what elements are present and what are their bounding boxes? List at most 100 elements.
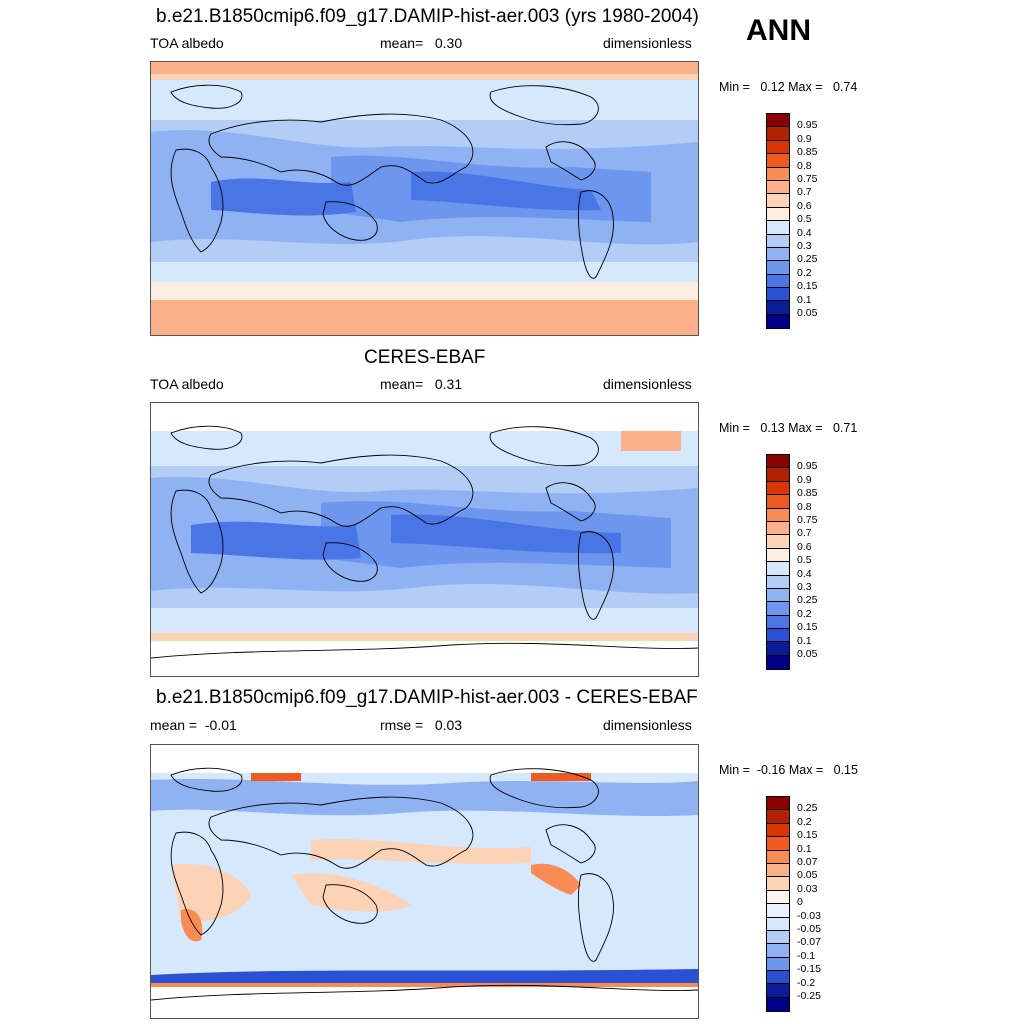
colorbar-tick-label: -0.25 [797,990,821,1002]
colorbar-tick-label: -0.07 [797,936,821,949]
colorbar-swatch [767,917,789,931]
colorbar-tick-label: 0.05 [797,869,818,882]
colorbar-tick-label: 0.1 [797,634,812,647]
colorbar-tick-label: -0.2 [797,976,816,989]
panel-1-map-svg [151,62,698,335]
colorbar-tick-label: 0.1 [797,293,812,306]
colorbar-swatch [767,602,789,616]
colorbar-tick-label: 0.7 [797,186,812,199]
colorbar-tick-label: 0.1 [797,842,812,855]
colorbar-swatch [767,810,789,824]
panel-1-mean: mean= 0.30 [380,35,463,51]
panel-3-map [150,744,699,1019]
colorbar-tick-label: 0.8 [797,500,812,513]
colorbar-tick-label: 0.03 [797,882,818,895]
colorbar-swatch [767,301,789,315]
colorbar-swatch [767,850,789,864]
colorbar-swatch [767,127,789,141]
panel-2-units: dimensionless [603,376,692,392]
panel-2-minmax: Min = 0.13 Max = 0.71 [719,421,858,435]
panel-1-units: dimensionless [603,35,692,51]
colorbar-tick-label: 0.05 [797,648,818,660]
colorbar-tick-label: 0.95 [797,460,818,473]
season-label: ANN [746,14,811,47]
colorbar-tick-label: 0.25 [797,594,818,607]
colorbar-swatch [767,957,789,972]
colorbar-swatch [767,508,789,522]
colorbar-tick-label: 0.9 [797,473,812,486]
colorbar-swatch [767,234,789,248]
panel-3-minmax: Min = -0.16 Max = 0.15 [719,763,858,777]
colorbar-swatch [767,314,789,329]
colorbar-swatch [767,863,789,878]
colorbar-tick-label: -0.15 [797,963,821,976]
colorbar-tick-label: 0.07 [797,856,818,868]
colorbar-tick-label: 0.5 [797,213,812,226]
panel-1-title: b.e21.B1850cmip6.f09_g17.DAMIP-hist-aer.… [156,6,699,27]
colorbar-tick-label: 0.05 [797,307,818,319]
colorbar-swatch [767,521,789,536]
colorbar-swatch [767,154,789,168]
colorbar-tick-label: 0.8 [797,159,812,172]
panel-1-variable: TOA albedo [150,35,224,51]
colorbar-tick-label: 0.3 [797,240,812,252]
colorbar-swatch [767,904,789,918]
colorbar-swatch [767,629,789,643]
colorbar-swatch [767,455,789,469]
panel-3-units: dimensionless [603,717,692,733]
colorbar-swatch [767,837,789,851]
colorbar-swatch [767,548,789,563]
colorbar-tick-label: -0.1 [797,949,816,962]
colorbar-swatch [767,655,789,670]
panel-1-map [150,61,699,336]
colorbar-swatch [767,468,789,482]
colorbar-swatch [767,535,789,549]
colorbar-swatch [767,890,789,905]
colorbar-swatch [767,984,789,998]
panel-1-colorbar [766,113,790,330]
colorbar-swatch [767,877,789,891]
colorbar-tick-label: 0.9 [797,132,812,145]
colorbar-tick-label: 0.4 [797,226,812,239]
panel-3-title: b.e21.B1850cmip6.f09_g17.DAMIP-hist-aer.… [156,687,698,708]
colorbar-tick-label: 0.95 [797,119,818,132]
colorbar-swatch [767,588,789,603]
colorbar-tick-label: 0.2 [797,607,812,620]
colorbar-tick-label: -0.05 [797,923,821,935]
colorbar-swatch [767,615,789,630]
colorbar-tick-label: 0.6 [797,199,812,212]
colorbar-tick-label: 0.6 [797,540,812,553]
colorbar-swatch [767,997,789,1012]
panel-2-mean: mean= 0.31 [380,376,463,392]
colorbar-swatch [767,114,789,128]
colorbar-tick-label: 0.85 [797,146,818,159]
colorbar-tick-label: 0.2 [797,815,812,828]
colorbar-swatch [767,288,789,302]
colorbar-swatch [767,247,789,262]
colorbar-tick-label: 0.4 [797,567,812,580]
colorbar-tick-label: 0 [797,896,803,909]
colorbar-swatch [767,194,789,208]
colorbar-swatch [767,207,789,222]
panel-2-colorbar [766,454,790,671]
colorbar-swatch [767,274,789,289]
panel-3-colorbar [766,796,790,1013]
colorbar-tick-label: 0.25 [797,802,818,815]
panel-3-rmse: rmse = 0.03 [380,717,463,733]
panel-2-title: CERES-EBAF [364,347,486,368]
colorbar-swatch [767,481,789,496]
colorbar-swatch [767,944,789,958]
panel-1-minmax: Min = 0.12 Max = 0.74 [719,80,858,94]
colorbar-swatch [767,575,789,589]
panel-3-mean: mean = -0.01 [150,717,237,733]
colorbar-tick-label: 0.5 [797,554,812,567]
colorbar-swatch [767,167,789,181]
colorbar-tick-label: 0.85 [797,487,818,500]
colorbar-tick-label: 0.15 [797,280,818,293]
colorbar-swatch [767,642,789,656]
colorbar-swatch [767,930,789,945]
colorbar-swatch [767,971,789,985]
colorbar-swatch [767,823,789,838]
panel-2-map-svg [151,403,698,676]
colorbar-swatch [767,140,789,155]
